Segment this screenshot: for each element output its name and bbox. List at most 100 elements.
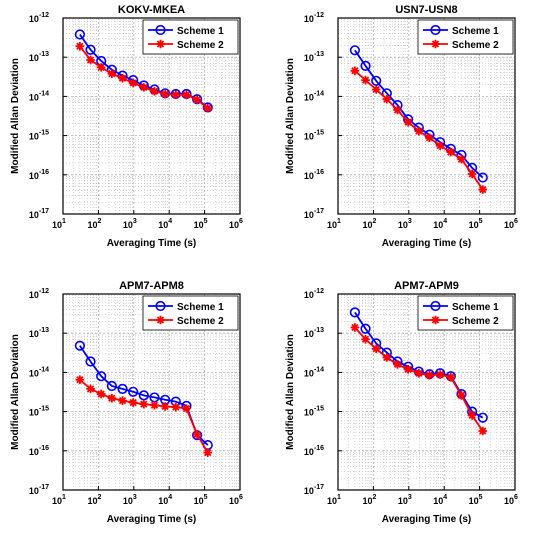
series-2 — [75, 41, 213, 113]
panel-apm7-apm9: 101 102 103 104 105 106 10-17 10-16 10-15 10-14 10… — [285, 280, 518, 525]
data-point — [203, 103, 213, 113]
x-tick-label: 105 — [469, 494, 483, 506]
legend-entry-1: Scheme 1 — [423, 24, 499, 37]
legend-label: Scheme 2 — [452, 316, 499, 327]
data-point — [192, 430, 202, 439]
data-point — [139, 399, 149, 409]
y-tick-label: 10-16 — [29, 445, 49, 457]
y-tick-label: 10-12 — [29, 288, 49, 300]
x-tick-label: 102 — [87, 218, 101, 230]
legend: Scheme 1 Scheme 2 — [142, 295, 239, 331]
data-point — [382, 353, 392, 362]
chart-title: APM7-APM8 — [119, 280, 184, 292]
y-tick-label: 10-15 — [304, 130, 324, 142]
legend-label: Scheme 1 — [452, 26, 499, 37]
chart-title: APM7-APM9 — [394, 280, 459, 292]
data-point — [446, 372, 456, 382]
data-point — [425, 370, 434, 380]
data-point — [128, 386, 139, 397]
data-point — [477, 412, 488, 423]
data-point — [150, 86, 159, 96]
legend-entry-2: Scheme 2 — [148, 315, 224, 327]
x-tick-label: 102 — [362, 218, 376, 230]
legend: Scheme 1 Scheme 2 — [142, 19, 239, 55]
chart-title: USN7-USN8 — [395, 4, 457, 16]
x-axis-label: Averaging Time (s) — [382, 238, 471, 249]
x-tick-label: 101 — [327, 494, 341, 506]
legend-entry-2: Scheme 2 — [423, 39, 499, 51]
axes-frame — [337, 17, 516, 215]
legend-label: Scheme 2 — [177, 40, 224, 51]
y-tick-label: 10-14 — [29, 366, 49, 378]
panel-apm7-apm8: 101 102 103 104 105 106 10-17 10-16 10-15 10-14 10… — [10, 280, 243, 525]
y-tick-label: 10-17 — [304, 208, 324, 220]
data-point — [150, 400, 159, 410]
data-point — [457, 154, 466, 164]
x-tick-label: 101 — [52, 218, 66, 230]
legend: Scheme 1 Scheme 2 — [417, 295, 514, 331]
y-tick-label: 10-16 — [304, 445, 324, 457]
data-point — [171, 90, 181, 100]
x-tick-label: 105 — [469, 218, 483, 230]
data-point — [350, 323, 360, 332]
x-tick-label: 106 — [504, 218, 518, 230]
x-tick-label: 105 — [194, 494, 208, 506]
y-tick-label: 10-12 — [29, 12, 49, 24]
legend-marker — [155, 24, 166, 36]
y-tick-label: 10-13 — [29, 327, 49, 339]
legend-marker — [431, 315, 440, 325]
series-2 — [350, 66, 488, 194]
y-tick-label: 10-16 — [304, 169, 324, 181]
data-point — [371, 85, 381, 94]
y-axis-label: Modified Allan Deviation — [285, 58, 296, 174]
data-point — [403, 364, 413, 374]
y-tick-label: 10-14 — [304, 366, 324, 378]
x-tick-label: 106 — [229, 494, 243, 506]
data-point — [414, 126, 424, 136]
data-point — [393, 360, 402, 369]
legend-entry-1: Scheme 1 — [423, 300, 499, 313]
legend-marker — [156, 39, 165, 49]
legend-label: Scheme 1 — [452, 302, 499, 313]
data-point — [478, 185, 488, 194]
axes-frame — [62, 17, 241, 215]
x-axis-label: Averaging Time (s) — [382, 514, 471, 525]
y-axis-label: Modified Allan Deviation — [10, 58, 21, 174]
data-point — [435, 141, 445, 151]
data-point — [435, 370, 445, 379]
x-tick-label: 103 — [398, 494, 412, 506]
x-axis-label: Averaging Time (s) — [107, 238, 196, 249]
x-tick-label: 104 — [433, 218, 447, 230]
data-point — [160, 89, 170, 99]
data-point — [96, 389, 106, 399]
data-point — [477, 172, 488, 183]
data-point — [361, 75, 370, 85]
x-tick-label: 103 — [123, 494, 137, 506]
data-point — [403, 117, 413, 127]
data-point — [138, 390, 149, 401]
y-axis-label: Modified Allan Deviation — [10, 334, 21, 450]
y-tick-label: 10-13 — [304, 51, 324, 63]
data-point — [371, 75, 382, 86]
data-point — [107, 69, 117, 78]
data-point — [393, 105, 402, 115]
y-tick-label: 10-15 — [304, 406, 324, 418]
data-point — [85, 356, 96, 367]
x-tick-label: 106 — [504, 494, 518, 506]
y-axis-label: Modified Allan Deviation — [285, 334, 296, 450]
y-tick-label: 10-15 — [29, 406, 49, 418]
panel-usn7-usn8: 101 102 103 104 105 106 10-17 10-16 10-15 10-14 10… — [285, 4, 518, 249]
axes-frame — [337, 293, 516, 491]
data-point — [85, 44, 96, 55]
data-point — [74, 29, 85, 40]
data-point — [467, 169, 477, 179]
x-tick-label: 101 — [52, 494, 66, 506]
x-tick-label: 102 — [87, 494, 101, 506]
series-2 — [75, 375, 213, 457]
data-point — [74, 340, 85, 351]
data-point — [139, 83, 149, 92]
legend-marker — [431, 39, 440, 49]
data-point — [86, 55, 95, 65]
data-point — [414, 368, 424, 378]
